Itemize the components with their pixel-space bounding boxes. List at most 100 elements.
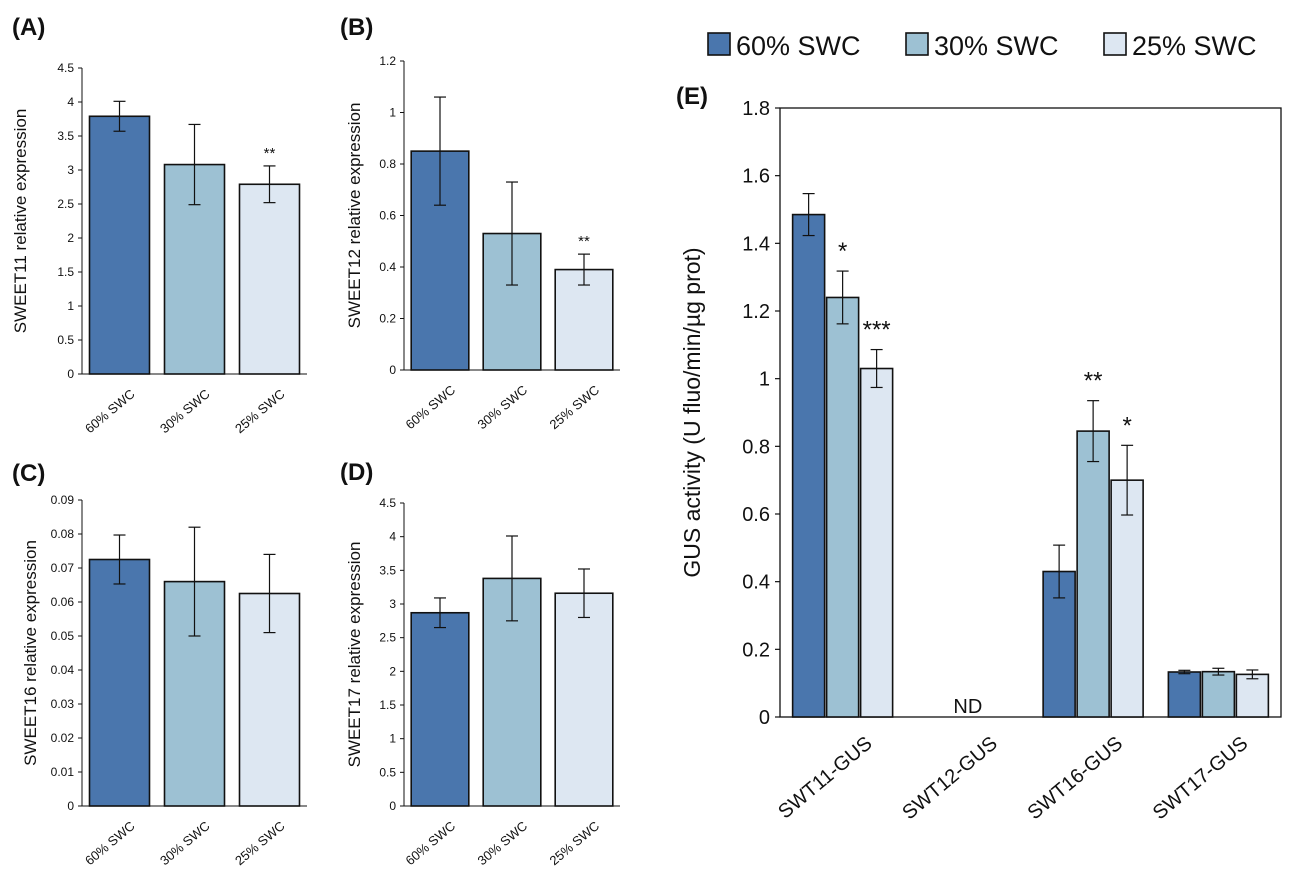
y-tick-label: 1.5 [57, 265, 74, 279]
bar-s60 [88, 558, 151, 807]
legend-swatch-s30 [905, 32, 929, 56]
y-tick-label: 1.8 [742, 98, 770, 120]
error-bar [1087, 400, 1100, 463]
error-bar [188, 526, 201, 637]
error-bar [1246, 669, 1259, 680]
bar-s30 [1076, 430, 1110, 718]
y-tick-label: 1 [389, 732, 396, 746]
y-tick-label: 0.07 [51, 561, 75, 575]
y-tick-label: 0.09 [51, 493, 75, 507]
panel-d: (D) 0 0.5 1 1.5 2 2.5 3 3.5 4 4.5 SWEET17 relative … [340, 459, 620, 868]
error-bar [1212, 667, 1225, 676]
x-category-label: SWT16-GUS [1024, 732, 1128, 824]
x-category-label: SWT11-GUS [774, 732, 876, 823]
legend-label: 25% SWC [1132, 31, 1257, 61]
error-bar [1053, 544, 1066, 599]
y-tick-label: 0 [759, 707, 770, 729]
y-tick-label: 4 [67, 95, 74, 109]
error-bar [113, 534, 126, 585]
bar-s25 [1110, 479, 1144, 718]
y-tick-label: 0 [67, 799, 74, 813]
error-bar [263, 553, 276, 634]
y-tick-label: 1 [389, 106, 396, 120]
y-tick-label: 0.6 [379, 209, 396, 223]
x-category-label: 25% SWC [232, 386, 288, 436]
y-tick-label: 0.08 [51, 527, 75, 541]
error-bar [578, 253, 590, 286]
y-tick-label: 1.5 [379, 698, 396, 712]
y-tick-label: 2 [67, 231, 74, 245]
y-tick-label: 0.03 [51, 697, 75, 711]
y-tick-label: 0.4 [742, 572, 770, 594]
error-bar [1178, 669, 1191, 675]
y-tick-label: 3.5 [379, 563, 396, 577]
y-tick-label: 0.8 [742, 436, 770, 458]
y-axis-label: GUS activity (U fluo/min/µg prot) [679, 247, 705, 577]
x-category-label: SWT12-GUS [898, 732, 1002, 824]
x-category-label: 25% SWC [232, 818, 288, 868]
x-category-label: 30% SWC [157, 386, 213, 436]
bar-s60 [410, 611, 470, 807]
error-bar [506, 181, 518, 286]
y-tick-label: 0.04 [51, 663, 75, 677]
y-tick-label: 0 [67, 367, 74, 381]
y-tick-label: 0.2 [742, 639, 770, 661]
y-tick-label: 0 [389, 799, 396, 813]
x-category-label: 25% SWC [547, 382, 603, 432]
panel-letter: (B) [340, 14, 373, 41]
bar-s60 [88, 115, 151, 375]
bar-s25 [554, 592, 614, 807]
panel-e: (E) 0 0.2 0.4 0.6 0.8 1 1.2 1.4 1.6 1.8 GUS activit… [676, 83, 1282, 824]
significance-mark: ** [264, 145, 276, 162]
error-bar [578, 568, 590, 619]
bar-s25 [1235, 673, 1270, 718]
panel-letter: (E) [676, 83, 708, 110]
y-tick-label: 0.02 [51, 731, 75, 745]
legend-label: 60% SWC [736, 31, 861, 61]
y-axis-label: SWEET16 relative expression [21, 540, 40, 766]
y-axis-label: SWEET17 relative expression [345, 542, 364, 768]
significance-mark: ** [1084, 368, 1103, 395]
y-tick-label: 1.2 [379, 54, 396, 68]
x-category-label: 60% SWC [403, 818, 459, 868]
y-axis-label: SWEET12 relative expression [345, 103, 364, 329]
error-bar [506, 535, 518, 622]
x-category-label: 60% SWC [82, 386, 138, 436]
bar-s25 [238, 183, 301, 375]
error-bar [434, 597, 446, 629]
y-tick-label: 3 [389, 597, 396, 611]
y-tick-label: 2.5 [57, 197, 74, 211]
error-bar [113, 100, 126, 132]
panel-c: (C) 0 0.01 0.02 0.03 0.04 0.05 0.06 0.07 0.08 0.09… [12, 460, 307, 868]
x-category-label: SWT17-GUS [1149, 732, 1253, 824]
error-bar [802, 192, 815, 237]
y-tick-label: 4.5 [379, 496, 396, 510]
significance-mark: ** [578, 233, 590, 250]
y-tick-label: 1.4 [742, 233, 770, 255]
legend-label: 30% SWC [934, 31, 1059, 61]
plot-frame [779, 107, 1282, 718]
significance-mark: * [838, 238, 847, 265]
panel-letter: (A) [12, 14, 45, 41]
y-tick-label: 3.5 [57, 129, 74, 143]
y-tick-label: 2 [389, 664, 396, 678]
legend-swatch-s25 [1103, 32, 1127, 56]
x-category-label: 60% SWC [403, 382, 459, 432]
y-tick-label: 0.2 [379, 312, 396, 326]
legend: 60% SWC 30% SWC 25% SWC [707, 31, 1257, 61]
bar-s30 [825, 296, 860, 718]
y-tick-label: 0.6 [742, 504, 770, 526]
panel-letter: (D) [340, 459, 373, 486]
x-category-label: 30% SWC [475, 818, 531, 868]
error-bar [434, 96, 446, 206]
y-tick-label: 0.5 [379, 765, 396, 779]
panel-letter: (C) [12, 460, 45, 487]
error-bar [870, 348, 883, 389]
y-tick-label: 0 [389, 363, 396, 377]
y-tick-label: 0.5 [57, 333, 74, 347]
y-tick-label: 1.2 [742, 301, 770, 323]
y-tick-label: 0.06 [51, 595, 75, 609]
x-category-label: 25% SWC [547, 818, 603, 868]
x-category-label: 30% SWC [157, 818, 213, 868]
y-tick-label: 2.5 [379, 631, 396, 645]
